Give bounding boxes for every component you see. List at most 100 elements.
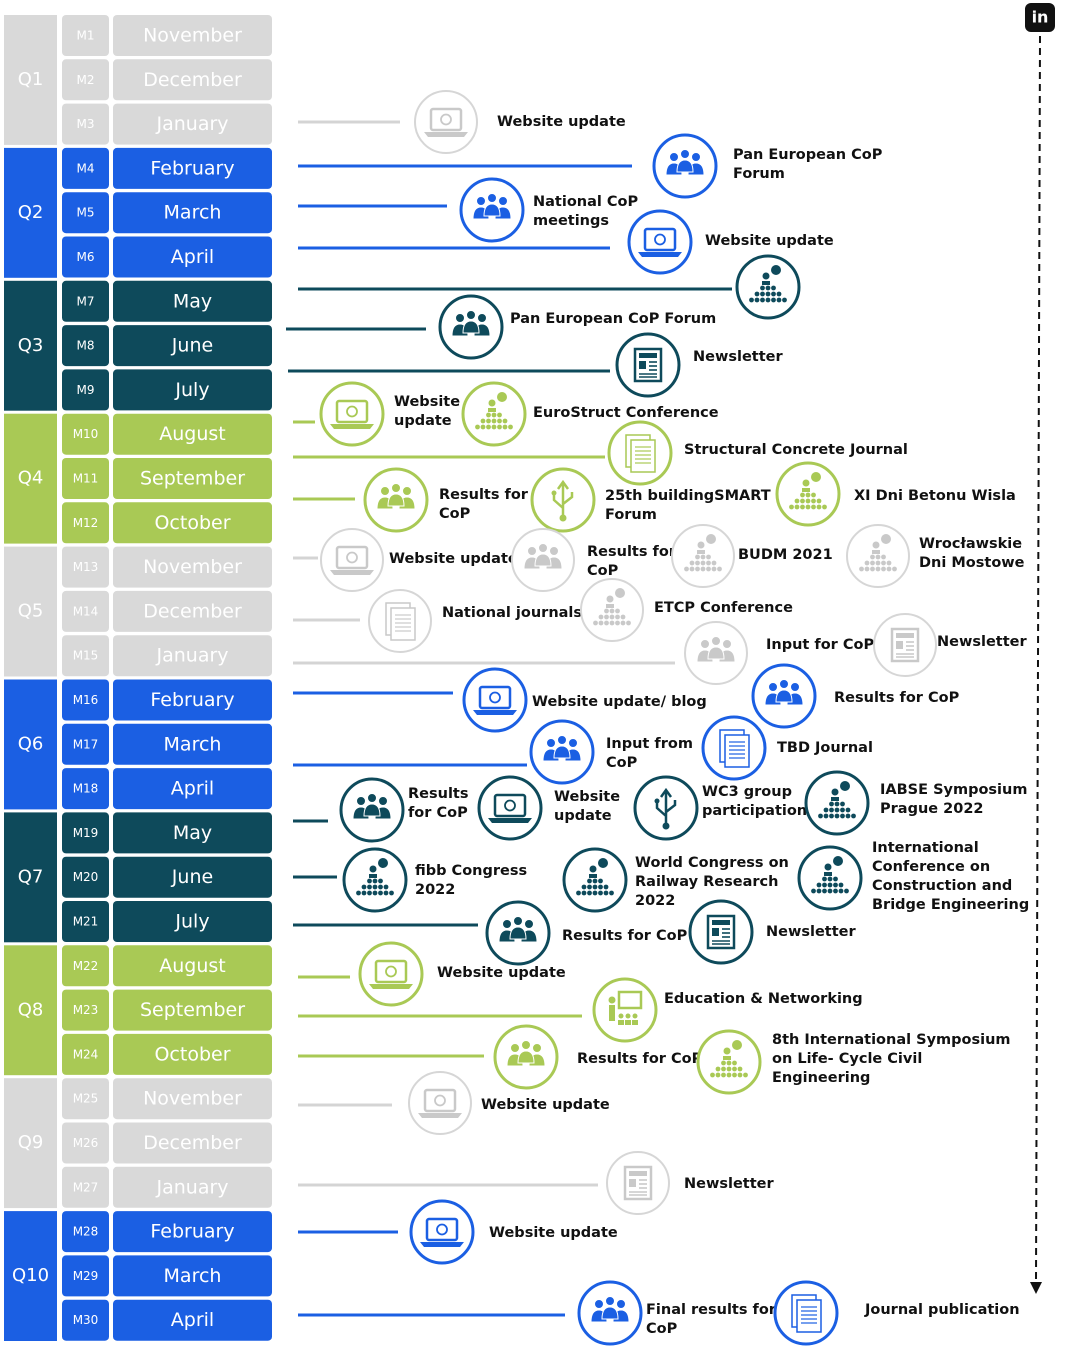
month-name-box	[113, 1166, 272, 1208]
event-label: Bridge Engineering	[872, 897, 1029, 913]
event-label: participation	[702, 803, 807, 819]
icon-part	[629, 1179, 636, 1187]
event-icon	[368, 589, 432, 653]
icon-part	[872, 541, 880, 549]
icon-part	[707, 646, 725, 660]
icon-part	[823, 813, 829, 819]
month-name: December	[143, 69, 242, 91]
icon-part	[568, 738, 578, 748]
icon-part	[845, 813, 851, 819]
icon-part	[551, 490, 557, 496]
icon-part	[715, 1072, 721, 1078]
icon-part	[726, 1060, 732, 1066]
month-code: M12	[73, 516, 99, 530]
icon-part	[726, 1072, 732, 1078]
icon-part	[378, 884, 383, 890]
linkedin-badge	[1025, 3, 1055, 32]
icon-part	[436, 1223, 448, 1236]
icon-part	[875, 566, 881, 572]
month-code-box	[62, 236, 109, 278]
icon-part	[823, 807, 829, 813]
month-code: M5	[77, 206, 95, 220]
icon-part	[604, 608, 609, 614]
event-label: CoP	[439, 506, 471, 522]
icon-part	[794, 498, 800, 504]
month-code: M29	[73, 1269, 99, 1283]
icon-part	[367, 884, 372, 890]
icon-part	[594, 1299, 604, 1309]
icon-part	[715, 1066, 721, 1072]
icon-part	[517, 1050, 535, 1064]
quarter-label: Q6	[18, 733, 44, 754]
month-code-box	[62, 1078, 109, 1120]
event-label: Pan European CoP Forum	[510, 311, 716, 327]
icon-part	[335, 399, 369, 424]
icon-part	[697, 541, 705, 549]
icon-part	[811, 492, 816, 498]
event-label: Pan European CoP	[733, 147, 883, 163]
icon-ring	[319, 381, 385, 447]
icon-part	[771, 297, 776, 303]
month-name: December	[143, 600, 242, 622]
icon-part	[534, 553, 552, 567]
icon-ring	[688, 899, 754, 965]
icon-part	[476, 196, 486, 206]
icon-part	[618, 1013, 624, 1019]
event-icon	[684, 621, 748, 685]
month-name-box	[113, 502, 272, 544]
icon-part	[625, 1020, 631, 1025]
icon-part	[527, 546, 537, 556]
icon-part	[833, 856, 843, 866]
icon-part	[706, 534, 716, 544]
event-label: IABSE Symposium	[880, 782, 1027, 798]
event-label: Newsletter	[766, 924, 856, 940]
icon-part	[760, 291, 765, 297]
event-icon	[606, 1151, 670, 1215]
event-icon	[773, 1280, 839, 1346]
icon-part	[557, 735, 567, 745]
icon-part	[606, 604, 614, 608]
icon-part	[886, 560, 892, 566]
month-code: M28	[73, 1225, 99, 1239]
event-icon	[797, 845, 863, 911]
icon-part	[824, 872, 832, 876]
quarter-box	[4, 546, 57, 677]
icon-part	[726, 1066, 732, 1072]
icon-part	[486, 424, 491, 430]
icon-ring	[873, 613, 937, 677]
icon-part	[706, 914, 736, 950]
icon-part	[367, 793, 377, 803]
icon-part	[700, 560, 706, 566]
icon-part	[367, 878, 372, 884]
month-name-box	[113, 546, 272, 588]
month-name-box	[113, 723, 272, 765]
icon-part	[369, 984, 413, 989]
month-code: M6	[77, 250, 95, 264]
month-name-box	[113, 15, 272, 56]
month-name-box	[113, 236, 272, 278]
icon-part	[510, 1043, 520, 1053]
event-icon	[363, 467, 429, 533]
icon-part	[822, 504, 827, 510]
event-label: update	[554, 808, 612, 824]
icon-part	[598, 858, 608, 868]
event-label: Structural Concrete Journal	[684, 442, 908, 458]
icon-part	[881, 554, 886, 560]
month-code: M14	[73, 604, 99, 618]
icon-part	[391, 483, 401, 493]
icon-part	[609, 890, 614, 896]
icon-part	[372, 890, 378, 896]
month-name: May	[173, 290, 212, 312]
month-code-box	[62, 369, 109, 411]
icon-part	[743, 1072, 748, 1078]
icon-part	[737, 1066, 743, 1072]
icon-part	[864, 560, 870, 566]
icon-part	[723, 1047, 731, 1055]
icon-part	[423, 1088, 457, 1113]
icon-part	[639, 353, 657, 358]
icon-part	[776, 291, 782, 297]
icon-part	[892, 566, 897, 572]
icon-part	[390, 607, 416, 641]
icon-part	[502, 418, 508, 424]
month-code-box	[62, 590, 109, 632]
